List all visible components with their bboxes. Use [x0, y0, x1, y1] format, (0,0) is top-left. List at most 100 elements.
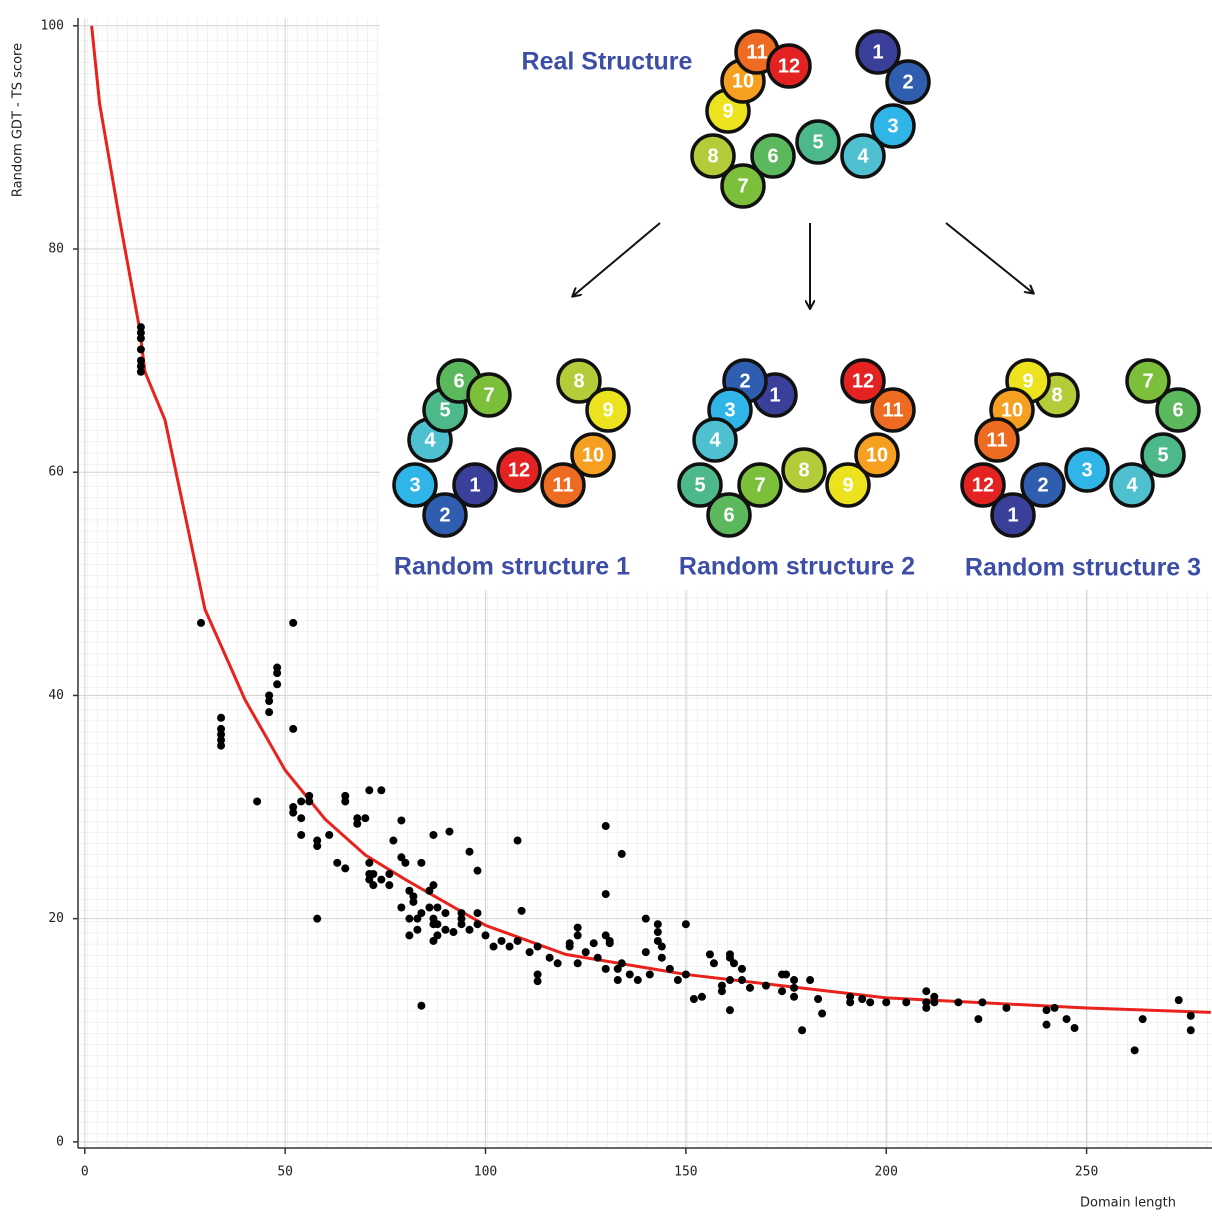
point [417, 1001, 426, 1010]
bead-label: 5 [812, 131, 823, 153]
bead-label: 8 [798, 459, 809, 481]
bead [452, 462, 498, 508]
point [385, 881, 394, 890]
point [1042, 1006, 1051, 1015]
point [377, 875, 386, 884]
point [297, 797, 306, 806]
point [790, 983, 799, 992]
point [405, 931, 414, 940]
bead [766, 43, 812, 89]
bead-label: 5 [1157, 444, 1168, 466]
point [1186, 1011, 1195, 1020]
point [273, 663, 282, 672]
point [197, 618, 206, 627]
point [289, 808, 298, 817]
point [737, 964, 746, 973]
bead-label: 11 [746, 41, 767, 63]
point [1062, 1015, 1071, 1024]
bead [840, 358, 886, 404]
point [818, 1009, 827, 1018]
point [429, 881, 438, 890]
bead-label: 8 [1051, 384, 1062, 406]
bead [677, 462, 723, 508]
point [601, 931, 610, 940]
point [365, 875, 374, 884]
bead-label: 1 [872, 41, 883, 63]
point [601, 822, 610, 831]
bead-label: 8 [573, 370, 584, 392]
point [445, 827, 454, 836]
point [605, 939, 614, 948]
point [465, 847, 474, 856]
point [449, 928, 458, 937]
bead-label: 2 [439, 504, 450, 526]
point [397, 903, 406, 912]
point [313, 842, 322, 851]
point [353, 814, 362, 823]
point [265, 691, 274, 700]
y-tick-label: 100 [41, 18, 64, 33]
point [341, 864, 350, 873]
point [433, 903, 442, 912]
point [593, 953, 602, 962]
point [217, 713, 226, 722]
point [882, 998, 891, 1007]
point [902, 998, 911, 1007]
bead-label: 3 [1081, 459, 1092, 481]
bead [556, 358, 602, 404]
point [717, 987, 726, 996]
bead-label: 6 [767, 145, 778, 167]
bead-label: 8 [707, 145, 718, 167]
bead [466, 372, 512, 418]
point [305, 797, 314, 806]
bead [750, 133, 796, 179]
bead-label: 1 [769, 384, 780, 406]
bead-label: 12 [778, 55, 800, 77]
point [417, 909, 426, 918]
point [341, 797, 350, 806]
bead-label: 7 [754, 474, 765, 496]
point [513, 836, 522, 845]
point [737, 976, 746, 985]
point [401, 858, 410, 867]
bead [781, 447, 827, 493]
point [136, 328, 145, 337]
point [846, 998, 855, 1007]
point [217, 736, 226, 745]
point [313, 914, 322, 923]
point [397, 816, 406, 825]
bead [540, 462, 586, 508]
point [633, 976, 642, 985]
point [814, 995, 823, 1004]
point [697, 992, 706, 1001]
point [389, 836, 398, 845]
bead-label: 2 [902, 71, 913, 93]
point [922, 1003, 931, 1012]
point [441, 909, 450, 918]
point [553, 959, 562, 968]
bead [692, 417, 738, 463]
point [778, 987, 787, 996]
point [217, 741, 226, 750]
bead-label: 7 [1142, 370, 1153, 392]
bead-label: 3 [724, 399, 735, 421]
point [545, 953, 554, 962]
point [289, 803, 298, 812]
point [361, 814, 370, 823]
bead [795, 119, 841, 165]
point [978, 998, 987, 1007]
arrow [573, 222, 661, 296]
point [513, 936, 522, 945]
bead-label: 6 [1172, 399, 1183, 421]
point [725, 953, 734, 962]
point [217, 730, 226, 739]
point [517, 906, 526, 915]
point [1130, 1046, 1139, 1055]
bead [960, 462, 1006, 508]
point [729, 959, 738, 968]
point [790, 976, 799, 985]
point [136, 345, 145, 354]
bead-label: 1 [1007, 504, 1018, 526]
point [798, 1026, 807, 1035]
bead-label: 10 [732, 70, 754, 92]
